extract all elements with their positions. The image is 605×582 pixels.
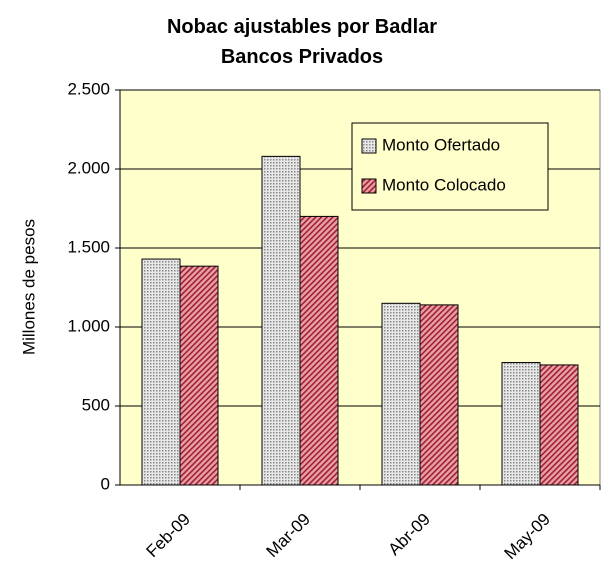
- bar: [261, 155, 301, 486]
- bar: [381, 302, 421, 486]
- bar: [419, 304, 459, 486]
- bar: [501, 362, 541, 486]
- legend-swatch: [361, 178, 377, 194]
- y-tick-label: 1.500: [67, 237, 110, 256]
- legend-swatch: [361, 138, 377, 154]
- legend-label: Monto Colocado: [382, 175, 506, 194]
- bar: [179, 265, 219, 486]
- x-tick-label: Mar-09: [262, 510, 314, 562]
- y-tick-label: 500: [82, 395, 110, 414]
- y-tick-label: 2.000: [67, 158, 110, 177]
- legend-box: [351, 122, 549, 211]
- y-tick-label: 0: [101, 474, 110, 493]
- y-axis-label: Millones de pesos: [19, 219, 38, 355]
- legend-label: Monto Ofertado: [382, 135, 500, 154]
- x-tick-label: Feb-09: [142, 510, 194, 562]
- bar: [299, 215, 339, 486]
- chart-title: Nobac ajustables por Badlar Bancos Priva…: [166, 16, 438, 68]
- y-tick-label: 2.500: [67, 79, 110, 98]
- x-tick-label: May-09: [500, 510, 554, 564]
- y-tick-label: 1.000: [67, 316, 110, 335]
- bar: [141, 258, 181, 486]
- x-tick-label: Abr-09: [384, 510, 434, 560]
- bar: [539, 364, 579, 486]
